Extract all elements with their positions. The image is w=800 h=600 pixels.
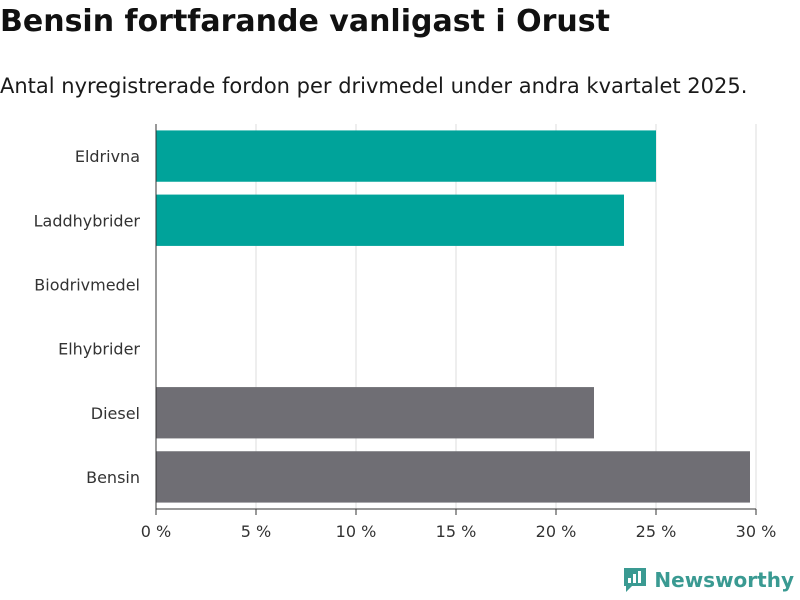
chart-title: Bensin fortfarande vanligast i Orust <box>0 4 610 39</box>
newsworthy-logo-icon <box>624 568 647 592</box>
bar-laddhybrider <box>156 194 624 246</box>
category-label: Bensin <box>86 468 140 487</box>
bars <box>156 130 750 503</box>
x-axis: 0 % 5 % 10 % 15 % 20 % 25 % 30 % <box>141 124 777 541</box>
chart-subtitle: Antal nyregistrerade fordon per drivmede… <box>0 74 748 98</box>
x-tick-label: 0 % <box>141 522 171 541</box>
x-tick-label: 5 % <box>241 522 271 541</box>
bar-eldrivna <box>156 130 656 182</box>
category-labels: Eldrivna Laddhybrider Biodrivmedel Elhybrid… <box>34 147 141 487</box>
x-tick-label: 15 % <box>436 522 477 541</box>
x-tick-label: 20 % <box>536 522 577 541</box>
grid-lines <box>255 124 757 509</box>
category-label: Laddhybrider <box>34 211 141 230</box>
newsworthy-logo: Newsworthy <box>622 566 794 594</box>
bar-diesel <box>156 387 594 439</box>
x-tick-label: 10 % <box>336 522 377 541</box>
x-tick-label: 25 % <box>636 522 677 541</box>
bar-bensin <box>156 451 750 503</box>
x-tick-label: 30 % <box>736 522 777 541</box>
category-label: Biodrivmedel <box>34 275 140 294</box>
newsworthy-logo-text: Newsworthy <box>654 568 794 592</box>
category-label: Eldrivna <box>75 147 140 166</box>
category-label: Elhybrider <box>58 340 140 359</box>
category-label: Diesel <box>91 404 140 423</box>
